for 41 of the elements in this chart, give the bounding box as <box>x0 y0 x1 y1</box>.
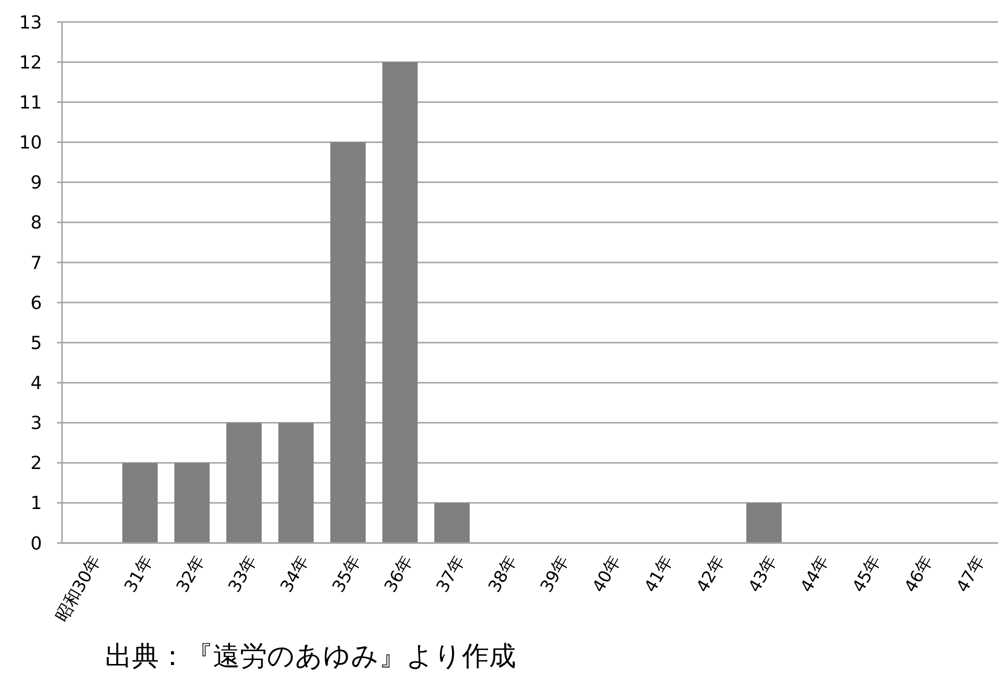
bar <box>226 422 262 543</box>
x-tick-label: 39年 <box>536 552 574 596</box>
bar <box>746 502 782 543</box>
y-tick-label: 13 <box>19 12 42 34</box>
y-tick-label: 2 <box>30 453 42 474</box>
x-tick-label: 34年 <box>276 552 314 596</box>
x-tick-label: 40年 <box>588 552 626 596</box>
y-tick-label: 1 <box>30 493 42 514</box>
x-tick-label: 昭和30年 <box>52 552 106 626</box>
x-tick-label: 37年 <box>432 552 470 596</box>
x-tick-label: 36年 <box>380 552 418 596</box>
y-tick-label: 12 <box>19 52 42 74</box>
x-tick-label: 42年 <box>692 552 730 596</box>
y-tick-label: 6 <box>30 292 42 314</box>
bar <box>278 422 314 543</box>
bar <box>382 62 418 543</box>
y-tick-label: 3 <box>30 413 42 434</box>
y-tick-label: 4 <box>30 372 42 394</box>
bar <box>174 462 210 543</box>
y-tick-label: 10 <box>19 132 42 154</box>
x-tick-label: 32年 <box>172 552 210 596</box>
x-tick-label: 47年 <box>952 552 990 596</box>
bar <box>434 502 470 543</box>
bar <box>330 142 366 543</box>
x-tick-label: 43年 <box>744 552 782 596</box>
source-note: 出典：『遠労のあゆみ』より作成 <box>105 641 516 672</box>
y-tick-label: 7 <box>30 252 42 274</box>
x-tick-label: 31年 <box>120 552 158 596</box>
x-tick-label: 45年 <box>848 552 886 596</box>
x-tick-label: 35年 <box>328 552 366 596</box>
bar <box>122 462 158 543</box>
y-tick-label: 8 <box>30 212 42 234</box>
x-tick-label: 46年 <box>900 552 938 596</box>
x-tick-label: 41年 <box>640 552 678 596</box>
y-tick-label: 11 <box>19 92 42 114</box>
x-tick-label: 33年 <box>224 552 262 596</box>
y-tick-label: 0 <box>30 533 42 554</box>
x-tick-label: 44年 <box>796 552 834 596</box>
x-tick-label: 38年 <box>484 552 522 596</box>
y-tick-label: 5 <box>30 332 42 354</box>
y-tick-label: 9 <box>30 172 42 194</box>
